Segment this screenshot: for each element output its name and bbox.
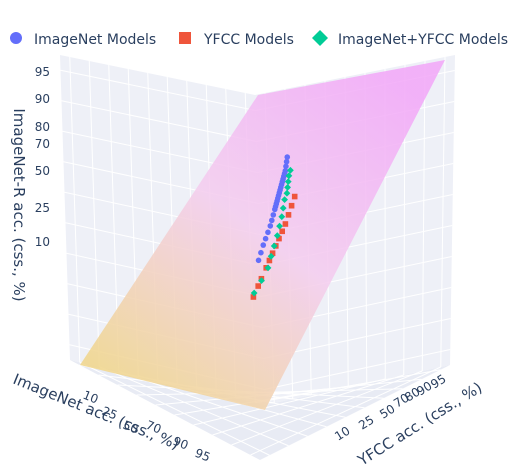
legend-item-imagenet[interactable]: ImageNet Models xyxy=(10,32,156,48)
data-point-circle xyxy=(282,168,289,174)
data-point-diamond xyxy=(267,252,275,260)
legend-marker-circle xyxy=(10,32,22,44)
data-point-circle xyxy=(258,249,264,256)
gridline xyxy=(212,374,404,436)
y-tick: 50 xyxy=(377,402,397,422)
data-point-circle xyxy=(265,229,271,236)
y-tick: 90 xyxy=(414,379,434,399)
data-point-diamond xyxy=(281,196,288,203)
z-tick: 50 xyxy=(35,164,50,178)
gridline xyxy=(255,369,441,404)
gridline xyxy=(88,60,100,367)
data-point-diamond xyxy=(284,178,292,185)
legend-label: YFCC Models xyxy=(203,32,294,48)
gridline xyxy=(231,370,423,446)
regression-plane xyxy=(80,60,445,410)
x-tick: 95 xyxy=(193,446,212,465)
gridline xyxy=(99,366,289,447)
data-point-square xyxy=(288,202,295,209)
gridline xyxy=(264,349,451,390)
gridline xyxy=(421,60,426,372)
z-tick: 10 xyxy=(35,235,50,249)
y-tick: 25 xyxy=(356,413,376,433)
gridline xyxy=(250,366,441,456)
z-axis-ticks: 95 90 80 70 50 25 10 xyxy=(35,65,50,249)
data-point-diamond xyxy=(264,264,272,272)
data-point-diamond xyxy=(273,232,281,239)
data-point-diamond xyxy=(287,166,294,174)
gridline xyxy=(61,100,257,142)
data-point-circle xyxy=(283,158,290,165)
data-point-circle xyxy=(269,217,275,224)
legend-label: ImageNet+YFCC Models xyxy=(338,32,508,48)
x-axis-ticks: 10 25 50 70 90 95 xyxy=(81,388,212,465)
data-point-circle xyxy=(267,223,274,229)
x-tick: 90 xyxy=(171,434,190,453)
gridline xyxy=(79,361,270,456)
gridline xyxy=(118,370,308,437)
z-axis-label: ImageNet-R acc. (css., %) xyxy=(10,108,28,301)
data-point-diamond xyxy=(284,184,291,191)
data-point-square xyxy=(282,221,289,227)
legend-label: ImageNet Models xyxy=(34,32,156,48)
x-tick: 50 xyxy=(121,418,140,437)
x-tick: 25 xyxy=(100,404,119,423)
legend: ImageNet Models YFCC Models ImageNet+YFC… xyxy=(10,30,508,48)
data-point-diamond xyxy=(279,204,287,212)
z-tick: 90 xyxy=(35,92,50,106)
x-tick: 10 xyxy=(81,388,100,407)
data-point-diamond xyxy=(278,213,286,221)
y-tick: 80 xyxy=(402,385,422,405)
gridline xyxy=(440,56,446,368)
gridline xyxy=(69,56,81,363)
legend-item-yfcc[interactable]: YFCC Models xyxy=(179,32,294,48)
z-tick: 25 xyxy=(35,201,50,215)
data-point-square xyxy=(255,283,261,289)
z-tick: 70 xyxy=(35,137,50,151)
data-point-diamond xyxy=(270,242,278,250)
data-point-diamond xyxy=(285,172,293,180)
data-point-circle xyxy=(260,242,267,248)
y-tick: 70 xyxy=(391,391,411,411)
data-point-circle xyxy=(284,154,291,160)
data-point-diamond xyxy=(283,189,291,197)
data-point-diamond xyxy=(258,277,265,284)
legend-marker-diamond xyxy=(312,30,328,46)
data-point-circle xyxy=(255,257,262,264)
data-point-circle xyxy=(283,163,289,170)
data-point-square xyxy=(269,250,276,256)
y-axis-ticks: 10 25 50 70 80 90 95 xyxy=(332,372,448,444)
data-point-circle xyxy=(270,212,277,218)
legend-marker-square xyxy=(179,32,191,44)
legend-item-imagenet-yfcc[interactable]: ImageNet+YFCC Models xyxy=(312,30,508,48)
x-tick: 70 xyxy=(144,418,163,437)
y-tick: 95 xyxy=(428,372,448,392)
data-point-diamond xyxy=(250,289,258,297)
data-points xyxy=(250,154,298,300)
data-point-square xyxy=(250,294,257,300)
data-point-diamond xyxy=(276,222,283,230)
z-tick: 80 xyxy=(35,120,50,134)
z-tick: 95 xyxy=(35,65,50,79)
gridline xyxy=(60,69,256,111)
data-point-circle xyxy=(262,235,269,242)
data-point-square xyxy=(276,235,282,242)
data-point-square xyxy=(291,193,298,200)
data-point-square xyxy=(266,257,273,264)
data-point-square xyxy=(279,228,285,235)
y-tick: 10 xyxy=(332,424,352,444)
data-point-square xyxy=(285,212,292,218)
